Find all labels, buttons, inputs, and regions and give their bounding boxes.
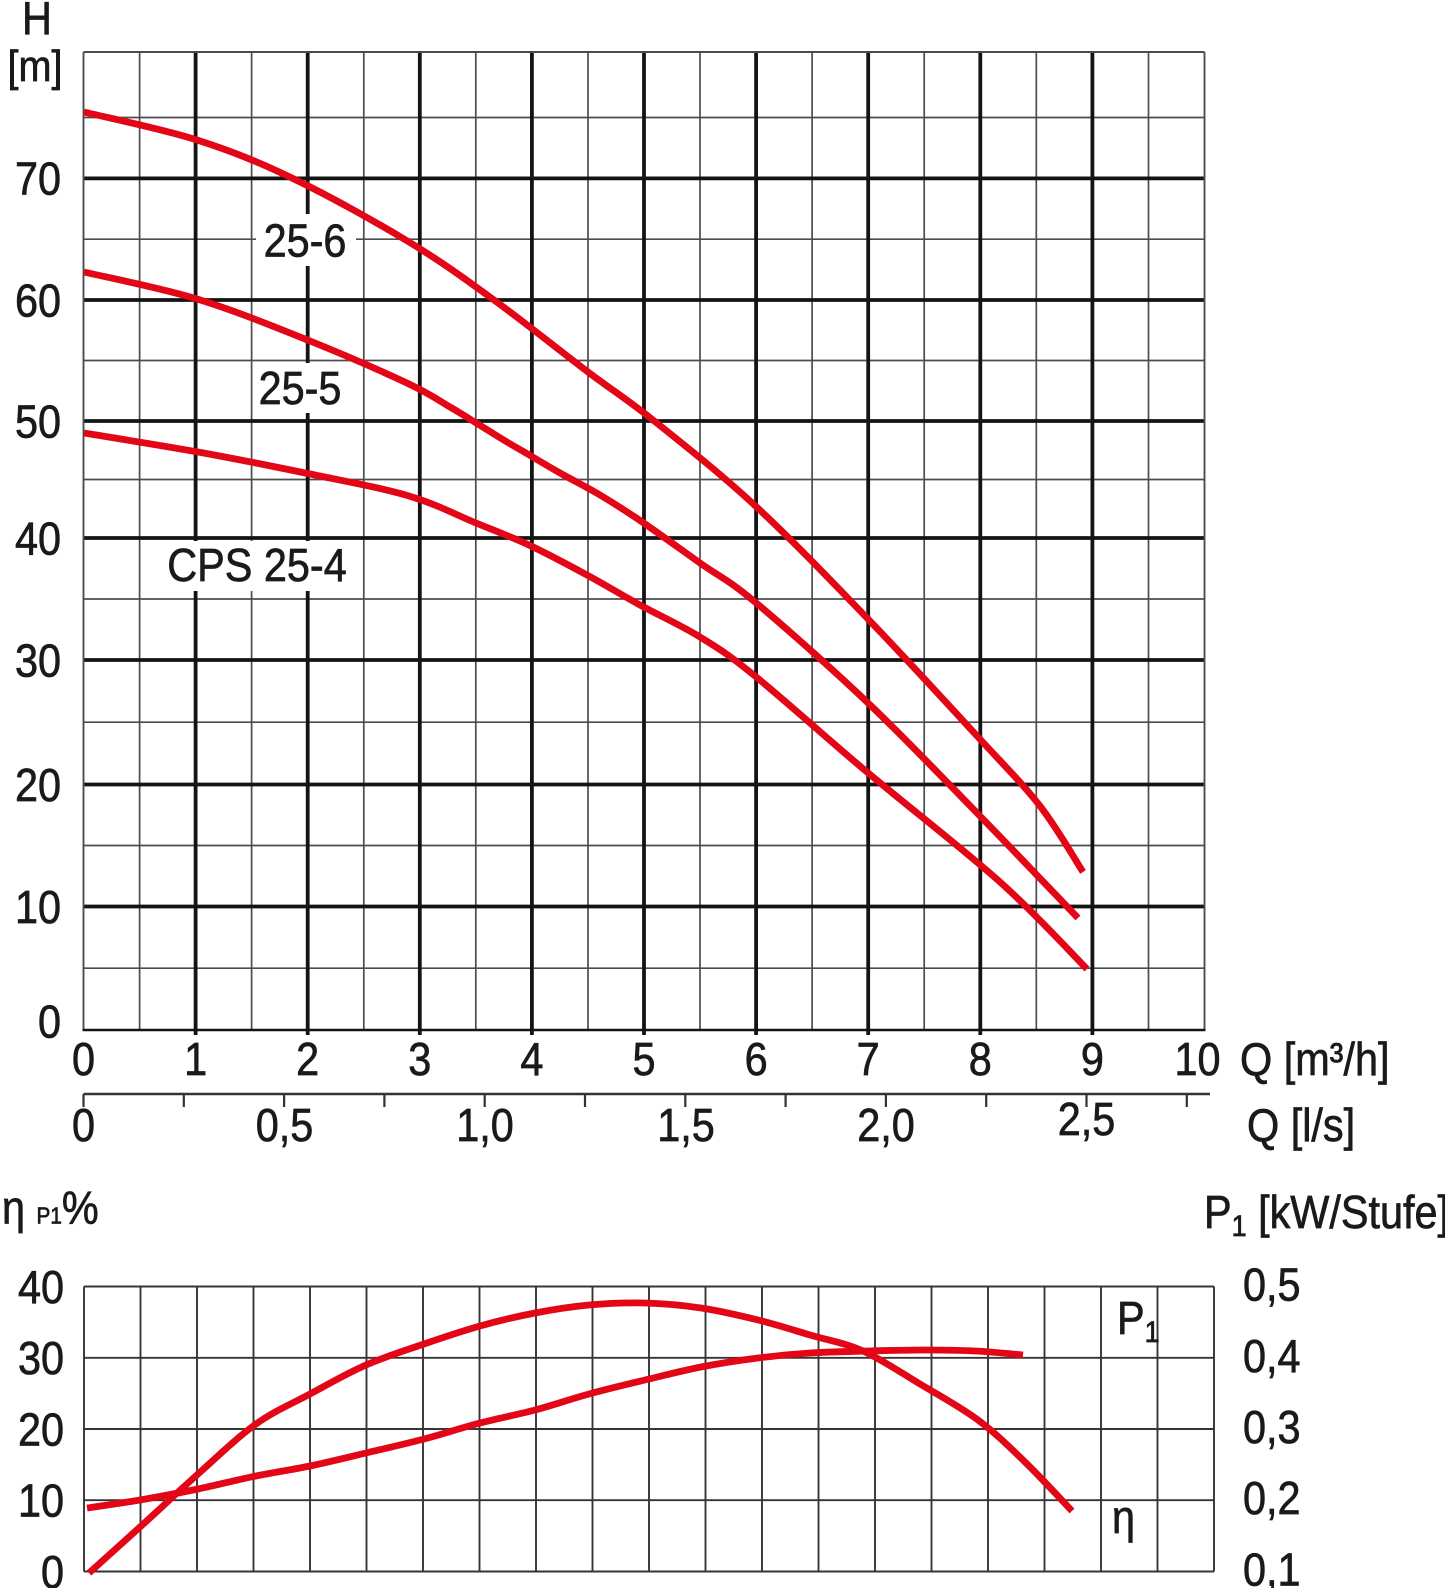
svg-text:Q [m³/h]: Q [m³/h]	[1240, 1034, 1389, 1086]
svg-text:η P1%: η P1%	[2, 1183, 99, 1235]
svg-text:70: 70	[15, 154, 61, 206]
svg-text:0: 0	[72, 1100, 95, 1152]
svg-text:10: 10	[1174, 1034, 1220, 1086]
svg-text:10: 10	[18, 1476, 64, 1528]
svg-text:7: 7	[857, 1034, 880, 1086]
svg-text:0: 0	[41, 1547, 64, 1588]
svg-text:30: 30	[18, 1333, 64, 1385]
svg-text:25-5: 25-5	[259, 363, 342, 415]
svg-text:4: 4	[520, 1034, 543, 1086]
svg-text:20: 20	[18, 1404, 64, 1456]
svg-text:20: 20	[15, 760, 61, 812]
svg-text:8: 8	[969, 1034, 992, 1086]
svg-text:[m]: [m]	[8, 41, 63, 90]
svg-text:40: 40	[18, 1262, 64, 1314]
svg-text:1: 1	[184, 1034, 207, 1086]
svg-text:1,0: 1,0	[456, 1100, 514, 1152]
svg-text:CPS 25-4: CPS 25-4	[167, 540, 346, 592]
svg-text:0: 0	[72, 1034, 95, 1086]
svg-text:0,2: 0,2	[1243, 1473, 1301, 1525]
svg-text:9: 9	[1081, 1034, 1104, 1086]
svg-text:2,5: 2,5	[1058, 1094, 1116, 1146]
svg-text:10: 10	[15, 882, 61, 934]
svg-text:0,4: 0,4	[1243, 1331, 1301, 1383]
svg-text:3: 3	[408, 1034, 431, 1086]
svg-text:1,5: 1,5	[657, 1100, 715, 1152]
svg-text:25-6: 25-6	[264, 216, 347, 268]
svg-text:0,5: 0,5	[256, 1100, 314, 1152]
svg-text:2: 2	[296, 1034, 319, 1086]
svg-text:6: 6	[745, 1034, 768, 1086]
svg-text:0,5: 0,5	[1243, 1260, 1301, 1312]
svg-text:0: 0	[38, 997, 61, 1049]
svg-text:H: H	[22, 0, 52, 45]
svg-text:2,0: 2,0	[857, 1100, 915, 1152]
svg-text:5: 5	[632, 1034, 655, 1086]
svg-text:60: 60	[15, 275, 61, 327]
svg-text:0,3: 0,3	[1243, 1402, 1301, 1454]
svg-text:30: 30	[15, 635, 61, 687]
svg-text:η: η	[1112, 1492, 1135, 1544]
svg-text:Q [l/s]: Q [l/s]	[1247, 1100, 1355, 1152]
svg-text:50: 50	[15, 396, 61, 448]
svg-text:40: 40	[15, 513, 61, 565]
svg-text:0,1: 0,1	[1243, 1545, 1301, 1588]
